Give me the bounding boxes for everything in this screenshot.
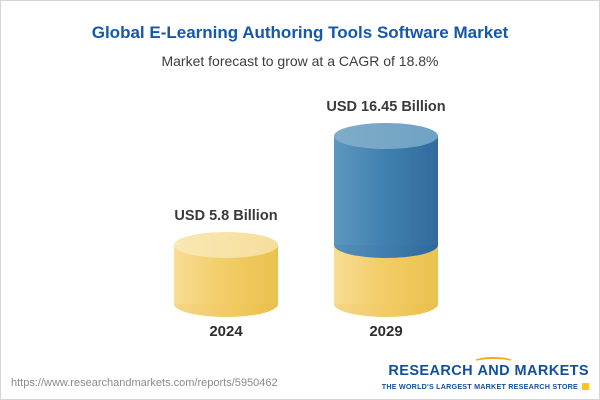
logo-word-markets: MARKETS: [514, 363, 589, 379]
logo-word-and-wrap: AND: [473, 357, 515, 379]
chart-subtitle: Market forecast to grow at a CAGR of 18.…: [161, 53, 439, 69]
bar-2029-growth-body: [334, 136, 438, 245]
bar-2024-cap-top: [174, 231, 278, 258]
gold-square-icon: [582, 383, 589, 390]
logo-arc-icon: [473, 357, 515, 367]
axis-label-2029: 2029: [369, 323, 403, 340]
bar-2029-growth-cap-top: [334, 123, 438, 150]
value-label-2029: USD 16.45 Billion: [326, 99, 446, 116]
value-label-2024: USD 5.8 Billion: [174, 207, 278, 224]
logo-tagline-text: THE WORLD'S LARGEST MARKET RESEARCH STOR…: [381, 382, 578, 391]
chart-title: Global E-Learning Authoring Tools Softwa…: [91, 23, 509, 42]
axis-label-2024: 2024: [209, 323, 243, 340]
chart-header: Global E-Learning Authoring Tools Softwa…: [1, 23, 599, 69]
source-url[interactable]: https://www.researchandmarkets.com/repor…: [11, 377, 278, 389]
logo-word-research: RESEARCH: [388, 363, 473, 379]
logo-wordmark: RESEARCH AND MARKETS: [382, 357, 589, 379]
logo-tagline: THE WORLD'S LARGEST MARKET RESEARCH STOR…: [382, 382, 589, 391]
logo-word-and: AND: [477, 363, 511, 379]
research-and-markets-logo: RESEARCH AND MARKETS THE WORLD'S LARGEST…: [382, 357, 589, 391]
